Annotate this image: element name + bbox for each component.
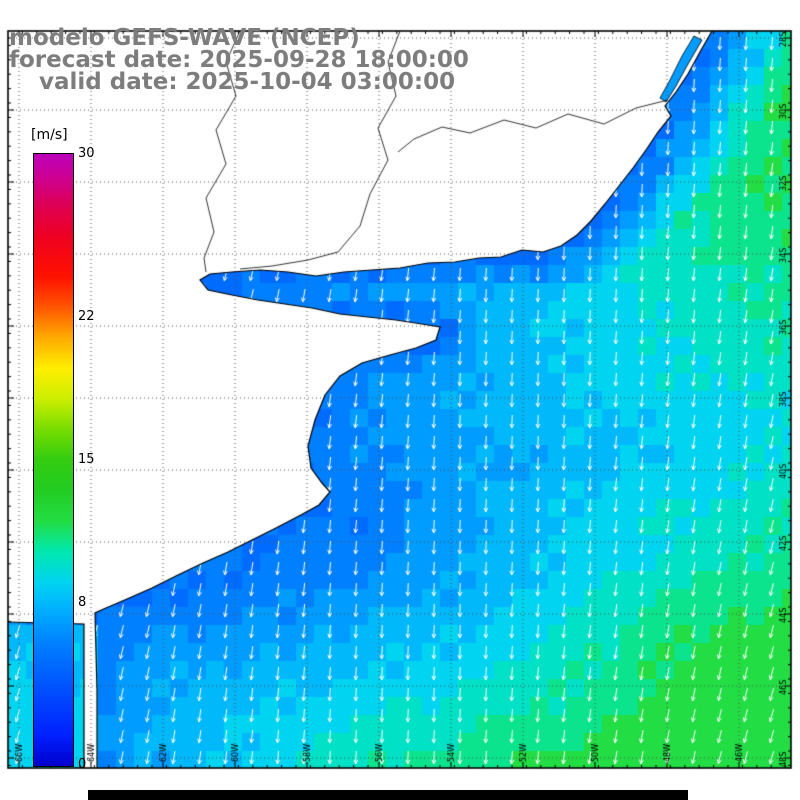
bottom-bar	[88, 790, 688, 800]
title-block: modelo GEFS-WAVE (NCEP) forecast date: 2…	[9, 25, 469, 95]
colorbar-gradient	[33, 153, 74, 767]
colorbar-tick-30: 30	[78, 146, 95, 161]
valid-date-line: valid date: 2025-10-04 03:00:00	[39, 69, 456, 95]
model-title: modelo GEFS-WAVE (NCEP)	[9, 25, 360, 51]
colorbar-tick-0: 0	[78, 757, 87, 772]
forecast-date-line: forecast date: 2025-09-28 18:00:00	[9, 47, 469, 73]
colorbar-unit-label: [m/s]	[31, 127, 68, 143]
colorbar-tick-15: 15	[78, 452, 95, 467]
colorbar-tick-22: 22	[78, 309, 95, 324]
colorbar-tick-8: 8	[78, 595, 87, 610]
